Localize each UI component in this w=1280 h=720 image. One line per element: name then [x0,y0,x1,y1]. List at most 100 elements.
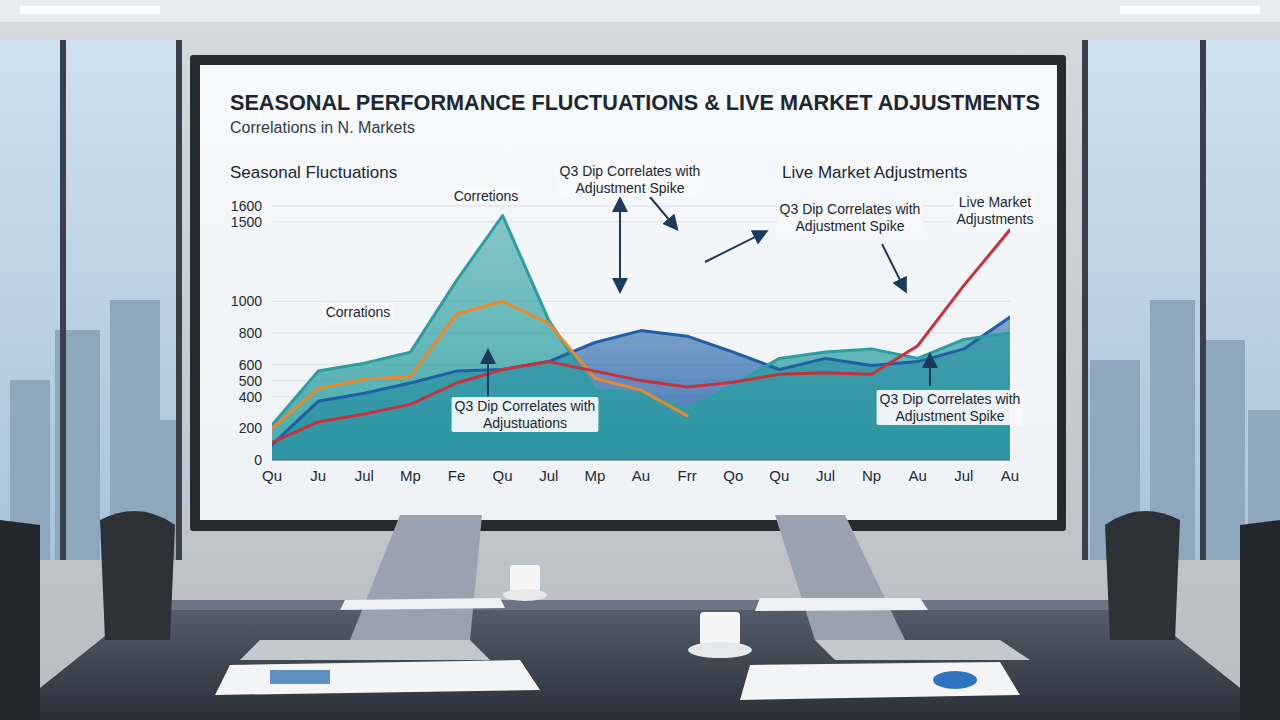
annotation-patch [452,397,599,432]
x-tick-label: Jul [539,467,558,484]
y-tick-label: 1000 [231,293,262,309]
paper [755,598,928,611]
grid-line [272,460,1010,461]
screen [200,65,1057,520]
cup [510,565,540,591]
arrow [705,232,765,262]
y-tick-label: 200 [239,420,263,436]
annotation-text: Q3 Dip Correlates with [880,391,1021,407]
stage: SEASONAL PERFORMANCE FLUCTUATIONS & LIVE… [0,0,1280,720]
annotation-text: Corrations [326,304,391,320]
annotation-text: Live Market [959,194,1031,210]
y-tick-label: 600 [239,357,263,373]
window-frame [60,40,66,560]
cup [700,612,740,646]
paper-graphic [933,671,977,689]
annotation-text: Adjustment Spike [576,180,685,196]
series-line [272,230,1010,443]
annotation-patch [877,390,1024,425]
grid-line [272,301,1010,302]
building [1205,340,1245,560]
y-tick-label: 800 [239,325,263,341]
y-tick-label: 400 [239,389,263,405]
screen-frame [190,55,1066,531]
arrow [619,200,621,290]
y-tick-label: 0 [254,452,262,468]
table [0,600,1280,720]
annotation-text: Q3 Dip Correlates with [780,201,921,217]
annotation-patch [323,303,394,321]
x-tick-label: Au [1001,467,1019,484]
annotation-text: Adjustuations [483,415,567,431]
window-left [0,40,182,560]
x-tick-label: Ju [310,467,326,484]
annotation: Corrations [323,303,394,321]
y-tick-label: 1500 [231,214,262,230]
section-label: Live Market Adjustments [782,163,967,182]
annotation: Q3 Dip Correlates withAdjustment Spike [557,162,704,197]
x-tick-label: Au [632,467,650,484]
x-tick-label: Qu [262,467,282,484]
annotation-patch [953,193,1036,228]
area-fill [272,216,1010,461]
wall [0,0,1280,720]
saucer [503,589,547,601]
annotation: Q3 Dip Correlates withAdjustment Spike [777,200,924,235]
chair [0,520,40,720]
window-frame [1200,40,1206,560]
laptop-base [815,640,1030,660]
arrow [487,352,489,396]
subtitle: Correlations in N. Markets [230,119,415,136]
plot-area [272,216,1010,461]
x-tick-label: Frr [678,467,697,484]
saucer [688,642,752,658]
x-tick-label: Jul [816,467,835,484]
paper [340,598,505,610]
chair [1240,520,1280,720]
annotation-text: Adjustments [956,211,1033,227]
paper [215,660,540,695]
laptop-screen [350,515,482,640]
annotation-text: Corretions [454,188,519,204]
annotation: Corretions [451,187,522,205]
x-tick-label: Mp [584,467,605,484]
annotation-text: Adjustment Spike [796,218,905,234]
annotation-text: Adjustment Spike [896,408,1005,424]
x-tick-label: Jul [954,467,973,484]
x-tick-label: Qu [493,467,513,484]
x-axis [272,460,1010,461]
annotation: Q3 Dip Correlates withAdjustuations [452,397,599,432]
series-line [272,301,687,428]
x-tick-label: Mp [400,467,421,484]
laptop-screen [775,515,905,640]
laptop-base [240,640,490,660]
arrow [619,200,621,290]
annotation: Live MarketAdjustments [953,193,1036,228]
annotation: Q3 Dip Correlates withAdjustment Spike [877,390,1024,425]
x-tick-label: Qu [769,467,789,484]
y-tick-label: 1600 [231,198,262,214]
annotation-patch [777,200,924,235]
x-tick-label: Au [909,467,927,484]
annotation-patch [557,162,704,197]
chair [1105,511,1180,640]
chair [100,511,175,640]
paper [740,662,1020,700]
ceiling [0,0,1280,22]
ceiling-light [20,6,160,14]
annotation-text: Q3 Dip Correlates with [455,398,596,414]
window-frame [176,40,182,560]
arrow [882,244,905,290]
x-tick-label: Fe [448,467,466,484]
paper-graphic [270,670,330,684]
title: SEASONAL PERFORMANCE FLUCTUATIONS & LIVE… [230,90,1040,115]
table-edge [120,600,1160,610]
x-tick-label: Jul [355,467,374,484]
y-tick-label: 500 [239,373,263,389]
arrow [650,197,676,228]
window-right [1082,40,1280,560]
section-label: Seasonal Fluctuations [230,163,397,182]
chart: SEASONAL PERFORMANCE FLUCTUATIONS & LIVE… [230,90,1040,484]
x-tick-label: Qo [723,467,743,484]
window-frame [1082,40,1088,560]
